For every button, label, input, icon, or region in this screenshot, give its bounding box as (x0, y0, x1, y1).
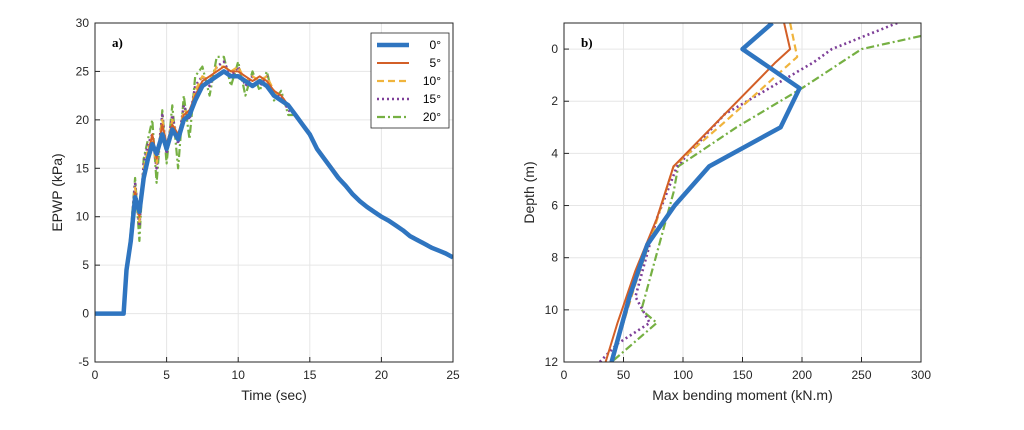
y-tick-label: 25 (76, 64, 90, 78)
y-tick-label: 15 (76, 161, 90, 175)
x-tick-label: 5 (163, 368, 170, 382)
y-tick-label: 12 (545, 355, 559, 369)
x-tick-label: 50 (617, 368, 631, 382)
y-tick-label: -5 (78, 355, 89, 369)
x-axis-label: Time (sec) (241, 387, 307, 403)
x-tick-label: 200 (792, 368, 812, 382)
panel-label: a) (112, 35, 123, 50)
x-axis-label: Max bending moment (kN.m) (652, 387, 833, 403)
x-tick-label: 25 (446, 368, 460, 382)
y-tick-label: 20 (76, 113, 90, 127)
x-tick-label: 10 (232, 368, 246, 382)
series-line (598, 23, 898, 362)
y-tick-label: 10 (545, 303, 559, 317)
legend-entry-label: 20° (423, 110, 441, 124)
legend-entry-label: 15° (423, 92, 441, 106)
x-tick-label: 15 (303, 368, 317, 382)
y-tick-label: 0 (82, 307, 89, 321)
x-tick-label: 150 (732, 368, 752, 382)
x-tick-label: 250 (851, 368, 871, 382)
x-tick-label: 100 (673, 368, 693, 382)
series-group (95, 55, 453, 316)
chart-b: 0 50 100 150 200 250 300 0 2 4 6 8 10 12 Max bending m… (521, 22, 931, 403)
y-tick-label: 6 (551, 199, 558, 213)
y-tick-label: 8 (551, 251, 558, 265)
x-tick-label: 0 (561, 368, 568, 382)
axes-frame (94, 22, 454, 363)
x-tick-label: 20 (375, 368, 389, 382)
series-line (609, 23, 802, 362)
y-tick-label: 4 (551, 146, 558, 160)
y-axis-label: EPWP (kPa) (49, 153, 65, 231)
legend-entry-label: 0° (430, 38, 442, 52)
y-tick-label: 5 (82, 258, 89, 272)
y-tick-label: 30 (76, 16, 90, 30)
panel-label: b) (581, 35, 593, 50)
y-tick-label: 2 (551, 94, 558, 108)
series-line (95, 69, 453, 316)
legend-entry-label: 10° (423, 74, 441, 88)
legend: 0° 5° 10° 15° 20° (370, 32, 450, 129)
series-line (610, 23, 799, 362)
x-tick-label: 300 (911, 368, 931, 382)
x-tick-label: 0 (92, 368, 99, 382)
y-tick-label: 10 (76, 210, 90, 224)
series-group (598, 23, 921, 362)
series-line (610, 34, 921, 362)
legend-entry-label: 5° (430, 56, 442, 70)
y-axis-label: Depth (m) (521, 161, 537, 223)
axes-frame (563, 22, 922, 363)
series-line (604, 23, 792, 362)
y-tick-label: 0 (551, 42, 558, 56)
